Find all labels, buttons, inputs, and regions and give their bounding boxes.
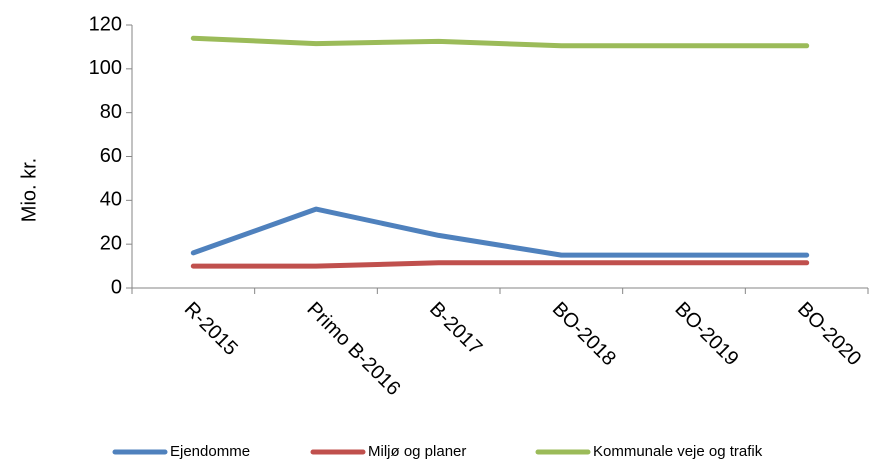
- series-line-1: [190, 206, 810, 258]
- axes: [131, 25, 868, 289]
- legend-label-1: Ejendomme: [170, 443, 250, 460]
- series-line-3: [190, 35, 810, 49]
- x-tick-label: BO-2018: [548, 298, 620, 370]
- y-tick-label: 80: [100, 101, 122, 123]
- x-tick-group: R-2015 Primo B-2016 B-2017 BO-2018 BO-2019 BO…: [131, 288, 869, 400]
- y-tick-label: 120: [89, 13, 122, 35]
- y-axis-label: Mio. kr.: [18, 158, 40, 222]
- y-tick-label: 60: [100, 145, 122, 167]
- x-tick-label: Primo B-2016: [302, 298, 404, 400]
- series-line-2: [190, 260, 810, 269]
- y-tick-label: 100: [89, 57, 122, 79]
- y-tick-group: 0 20 40 60 80 100 120: [89, 13, 132, 298]
- x-tick-label: BO-2019: [670, 298, 742, 370]
- series-lines: [190, 35, 810, 269]
- legend-label-3: Kommunale veje og trafik: [593, 443, 763, 460]
- y-tick-label: 20: [100, 232, 122, 254]
- y-tick-label: 40: [100, 189, 122, 211]
- legend-label-2: Miljø og planer: [368, 443, 466, 460]
- x-tick-label: BO-2020: [793, 298, 865, 370]
- y-tick-label: 0: [111, 276, 122, 298]
- x-tick-label: B-2017: [425, 298, 486, 359]
- legend: Ejendomme Miljø og planer Kommunale veje o…: [112, 443, 763, 460]
- x-tick-label: R-2015: [180, 298, 242, 360]
